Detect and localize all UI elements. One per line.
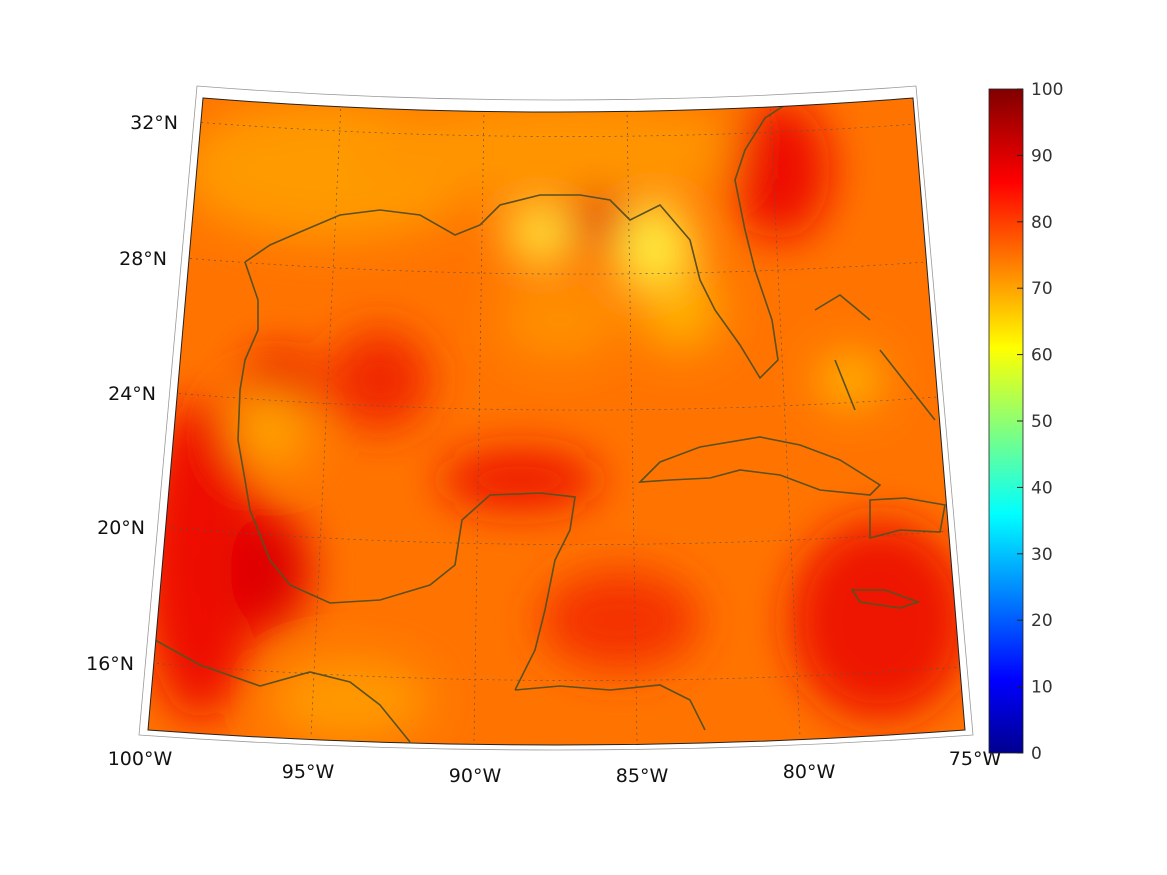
- colorbar-tick-label: 100: [1031, 80, 1063, 100]
- colorbar-tick-label: 50: [1031, 412, 1053, 432]
- lon-label: 100°W: [108, 748, 173, 770]
- colorbar-tick-label: 0: [1031, 744, 1042, 764]
- colorbar-tick-label: 20: [1031, 611, 1053, 631]
- colorbar-tick-label: 90: [1031, 146, 1053, 166]
- lon-labels: 100°W 95°W 90°W 85°W 80°W 75°W: [108, 748, 1002, 787]
- colorbar-tick-label: 60: [1031, 346, 1053, 366]
- colorbar-tick-label: 40: [1031, 478, 1053, 498]
- colorbar-tick-label: 70: [1031, 279, 1053, 299]
- lat-label: 28°N: [119, 248, 167, 270]
- coastlines: [154, 104, 946, 743]
- lon-label: 90°W: [449, 765, 502, 787]
- lat-label: 24°N: [108, 383, 156, 405]
- lon-label: 95°W: [282, 761, 335, 783]
- lat-label: 16°N: [86, 653, 134, 675]
- lon-label: 80°W: [783, 761, 836, 783]
- colorbar-ticks: 0 10 20 30 40 50 60 70 80 90 100: [1017, 80, 1063, 764]
- colorbar-tick-label: 30: [1031, 545, 1053, 565]
- colorbar-tick-label: 80: [1031, 213, 1053, 233]
- map-frame: [138, 85, 974, 751]
- graticule: [150, 102, 961, 743]
- lon-label: 85°W: [616, 765, 669, 787]
- data-field: [148, 98, 965, 745]
- lat-label: 32°N: [130, 112, 178, 134]
- colorbar-tick-label: 10: [1031, 678, 1053, 698]
- lon-label: 75°W: [949, 748, 1002, 770]
- lat-labels: 32°N 28°N 24°N 20°N 16°N: [86, 112, 178, 675]
- lat-label: 20°N: [97, 517, 145, 539]
